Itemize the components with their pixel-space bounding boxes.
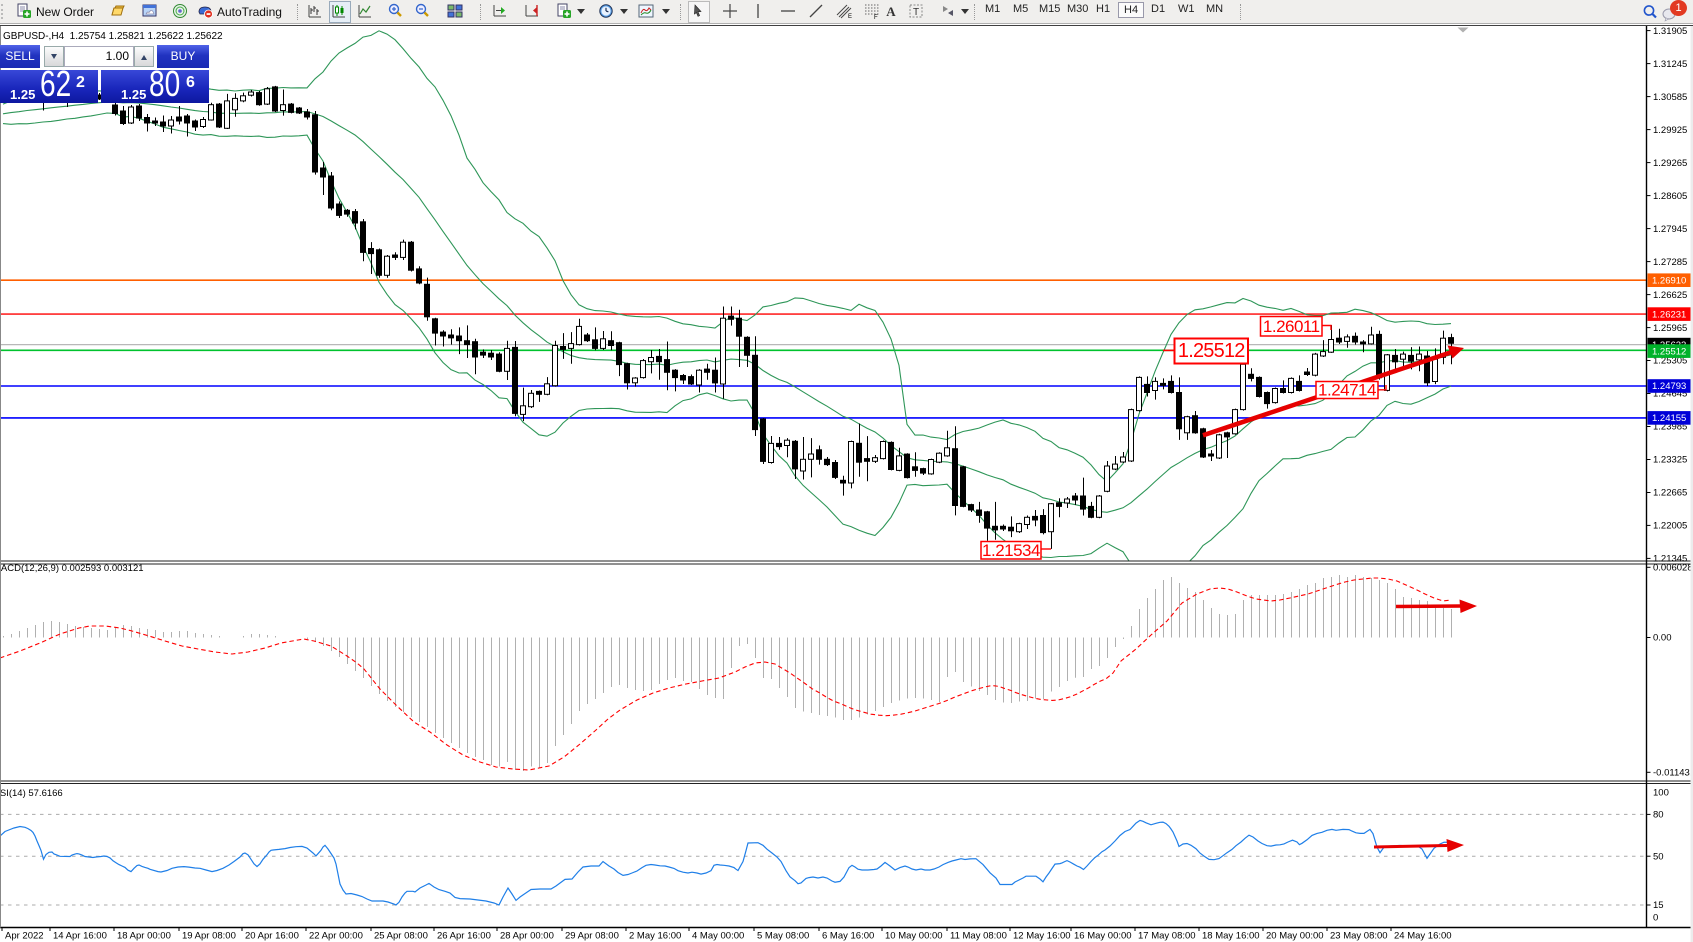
svg-text:16 May 00:00: 16 May 00:00 bbox=[1074, 931, 1132, 942]
svg-text:1.26910: 1.26910 bbox=[1652, 275, 1686, 286]
svg-text:1.23985: 1.23985 bbox=[1653, 422, 1687, 433]
svg-text:24 May 16:00: 24 May 16:00 bbox=[1394, 931, 1452, 942]
svg-text:25 Apr 08:00: 25 Apr 08:00 bbox=[374, 931, 428, 942]
svg-text:1.31245: 1.31245 bbox=[1653, 59, 1687, 70]
svg-text:0: 0 bbox=[1653, 913, 1658, 924]
svg-text:1.25512: 1.25512 bbox=[1652, 346, 1686, 357]
svg-text:5 May 08:00: 5 May 08:00 bbox=[757, 931, 809, 942]
svg-text:1.26625: 1.26625 bbox=[1653, 290, 1687, 301]
svg-text:E: E bbox=[848, 14, 852, 19]
svg-text:14 Apr 16:00: 14 Apr 16:00 bbox=[53, 931, 107, 942]
svg-text:RSI(14) 57.6166: RSI(14) 57.6166 bbox=[0, 788, 63, 799]
svg-text:1.24714: 1.24714 bbox=[1318, 381, 1376, 400]
svg-text:1.25512: 1.25512 bbox=[1178, 340, 1245, 362]
svg-text:-0.011431: -0.011431 bbox=[1653, 768, 1693, 779]
svg-text:100: 100 bbox=[1653, 788, 1669, 799]
svg-text:1.27285: 1.27285 bbox=[1653, 257, 1687, 268]
svg-text:80: 80 bbox=[1653, 810, 1664, 821]
svg-text:1.24155: 1.24155 bbox=[1652, 413, 1686, 424]
svg-text:19 Apr 08:00: 19 Apr 08:00 bbox=[182, 931, 236, 942]
svg-text:15: 15 bbox=[1653, 900, 1664, 911]
svg-text:18 Apr 00:00: 18 Apr 00:00 bbox=[117, 931, 171, 942]
svg-text:Apr 2022: Apr 2022 bbox=[5, 931, 44, 942]
svg-text:23 May 08:00: 23 May 08:00 bbox=[1330, 931, 1388, 942]
svg-text:28 Apr 00:00: 28 Apr 00:00 bbox=[500, 931, 554, 942]
svg-text:26 Apr 16:00: 26 Apr 16:00 bbox=[437, 931, 491, 942]
svg-text:1.24645: 1.24645 bbox=[1653, 389, 1687, 400]
svg-text:1.21345: 1.21345 bbox=[1653, 554, 1687, 565]
svg-text:F: F bbox=[874, 15, 878, 19]
svg-text:1.24793: 1.24793 bbox=[1652, 381, 1686, 392]
svg-text:1.22665: 1.22665 bbox=[1653, 488, 1687, 499]
svg-text:1.30585: 1.30585 bbox=[1653, 92, 1687, 103]
svg-text:1.26231: 1.26231 bbox=[1652, 309, 1686, 320]
svg-text:1.31905: 1.31905 bbox=[1653, 26, 1687, 37]
svg-text:12 May 16:00: 12 May 16:00 bbox=[1013, 931, 1071, 942]
svg-text:29 Apr 08:00: 29 Apr 08:00 bbox=[565, 931, 619, 942]
svg-text:18 May 16:00: 18 May 16:00 bbox=[1202, 931, 1260, 942]
svg-text:50: 50 bbox=[1653, 851, 1664, 862]
svg-text:2 May 16:00: 2 May 16:00 bbox=[629, 931, 681, 942]
svg-text:20 Apr 16:00: 20 Apr 16:00 bbox=[245, 931, 299, 942]
svg-text:10 May 00:00: 10 May 00:00 bbox=[885, 931, 943, 942]
svg-text:17 May 08:00: 17 May 08:00 bbox=[1138, 931, 1196, 942]
svg-text:11 May 08:00: 11 May 08:00 bbox=[950, 931, 1007, 942]
svg-text:1.21534: 1.21534 bbox=[982, 541, 1040, 560]
svg-text:1.29925: 1.29925 bbox=[1653, 125, 1687, 136]
svg-text:1.27945: 1.27945 bbox=[1653, 224, 1687, 235]
svg-text:MACD(12,26,9) 0.002593 0.00312: MACD(12,26,9) 0.002593 0.003121 bbox=[0, 563, 144, 574]
svg-text:1.22005: 1.22005 bbox=[1653, 521, 1687, 532]
svg-text:1.26011: 1.26011 bbox=[1263, 317, 1320, 336]
svg-text:1.29265: 1.29265 bbox=[1653, 158, 1687, 169]
svg-text:1.23325: 1.23325 bbox=[1653, 455, 1687, 466]
svg-text:0.00: 0.00 bbox=[1653, 633, 1672, 644]
svg-text:1.25965: 1.25965 bbox=[1653, 323, 1687, 334]
svg-text:22 Apr 00:00: 22 Apr 00:00 bbox=[309, 931, 363, 942]
svg-text:T: T bbox=[913, 7, 919, 18]
svg-text:1.25305: 1.25305 bbox=[1653, 356, 1687, 367]
svg-text:0.006028: 0.006028 bbox=[1653, 563, 1693, 574]
svg-text:1.28605: 1.28605 bbox=[1653, 191, 1687, 202]
svg-text:20 May 00:00: 20 May 00:00 bbox=[1266, 931, 1324, 942]
svg-text:4 May 00:00: 4 May 00:00 bbox=[692, 931, 744, 942]
svg-text:6 May 16:00: 6 May 16:00 bbox=[822, 931, 874, 942]
